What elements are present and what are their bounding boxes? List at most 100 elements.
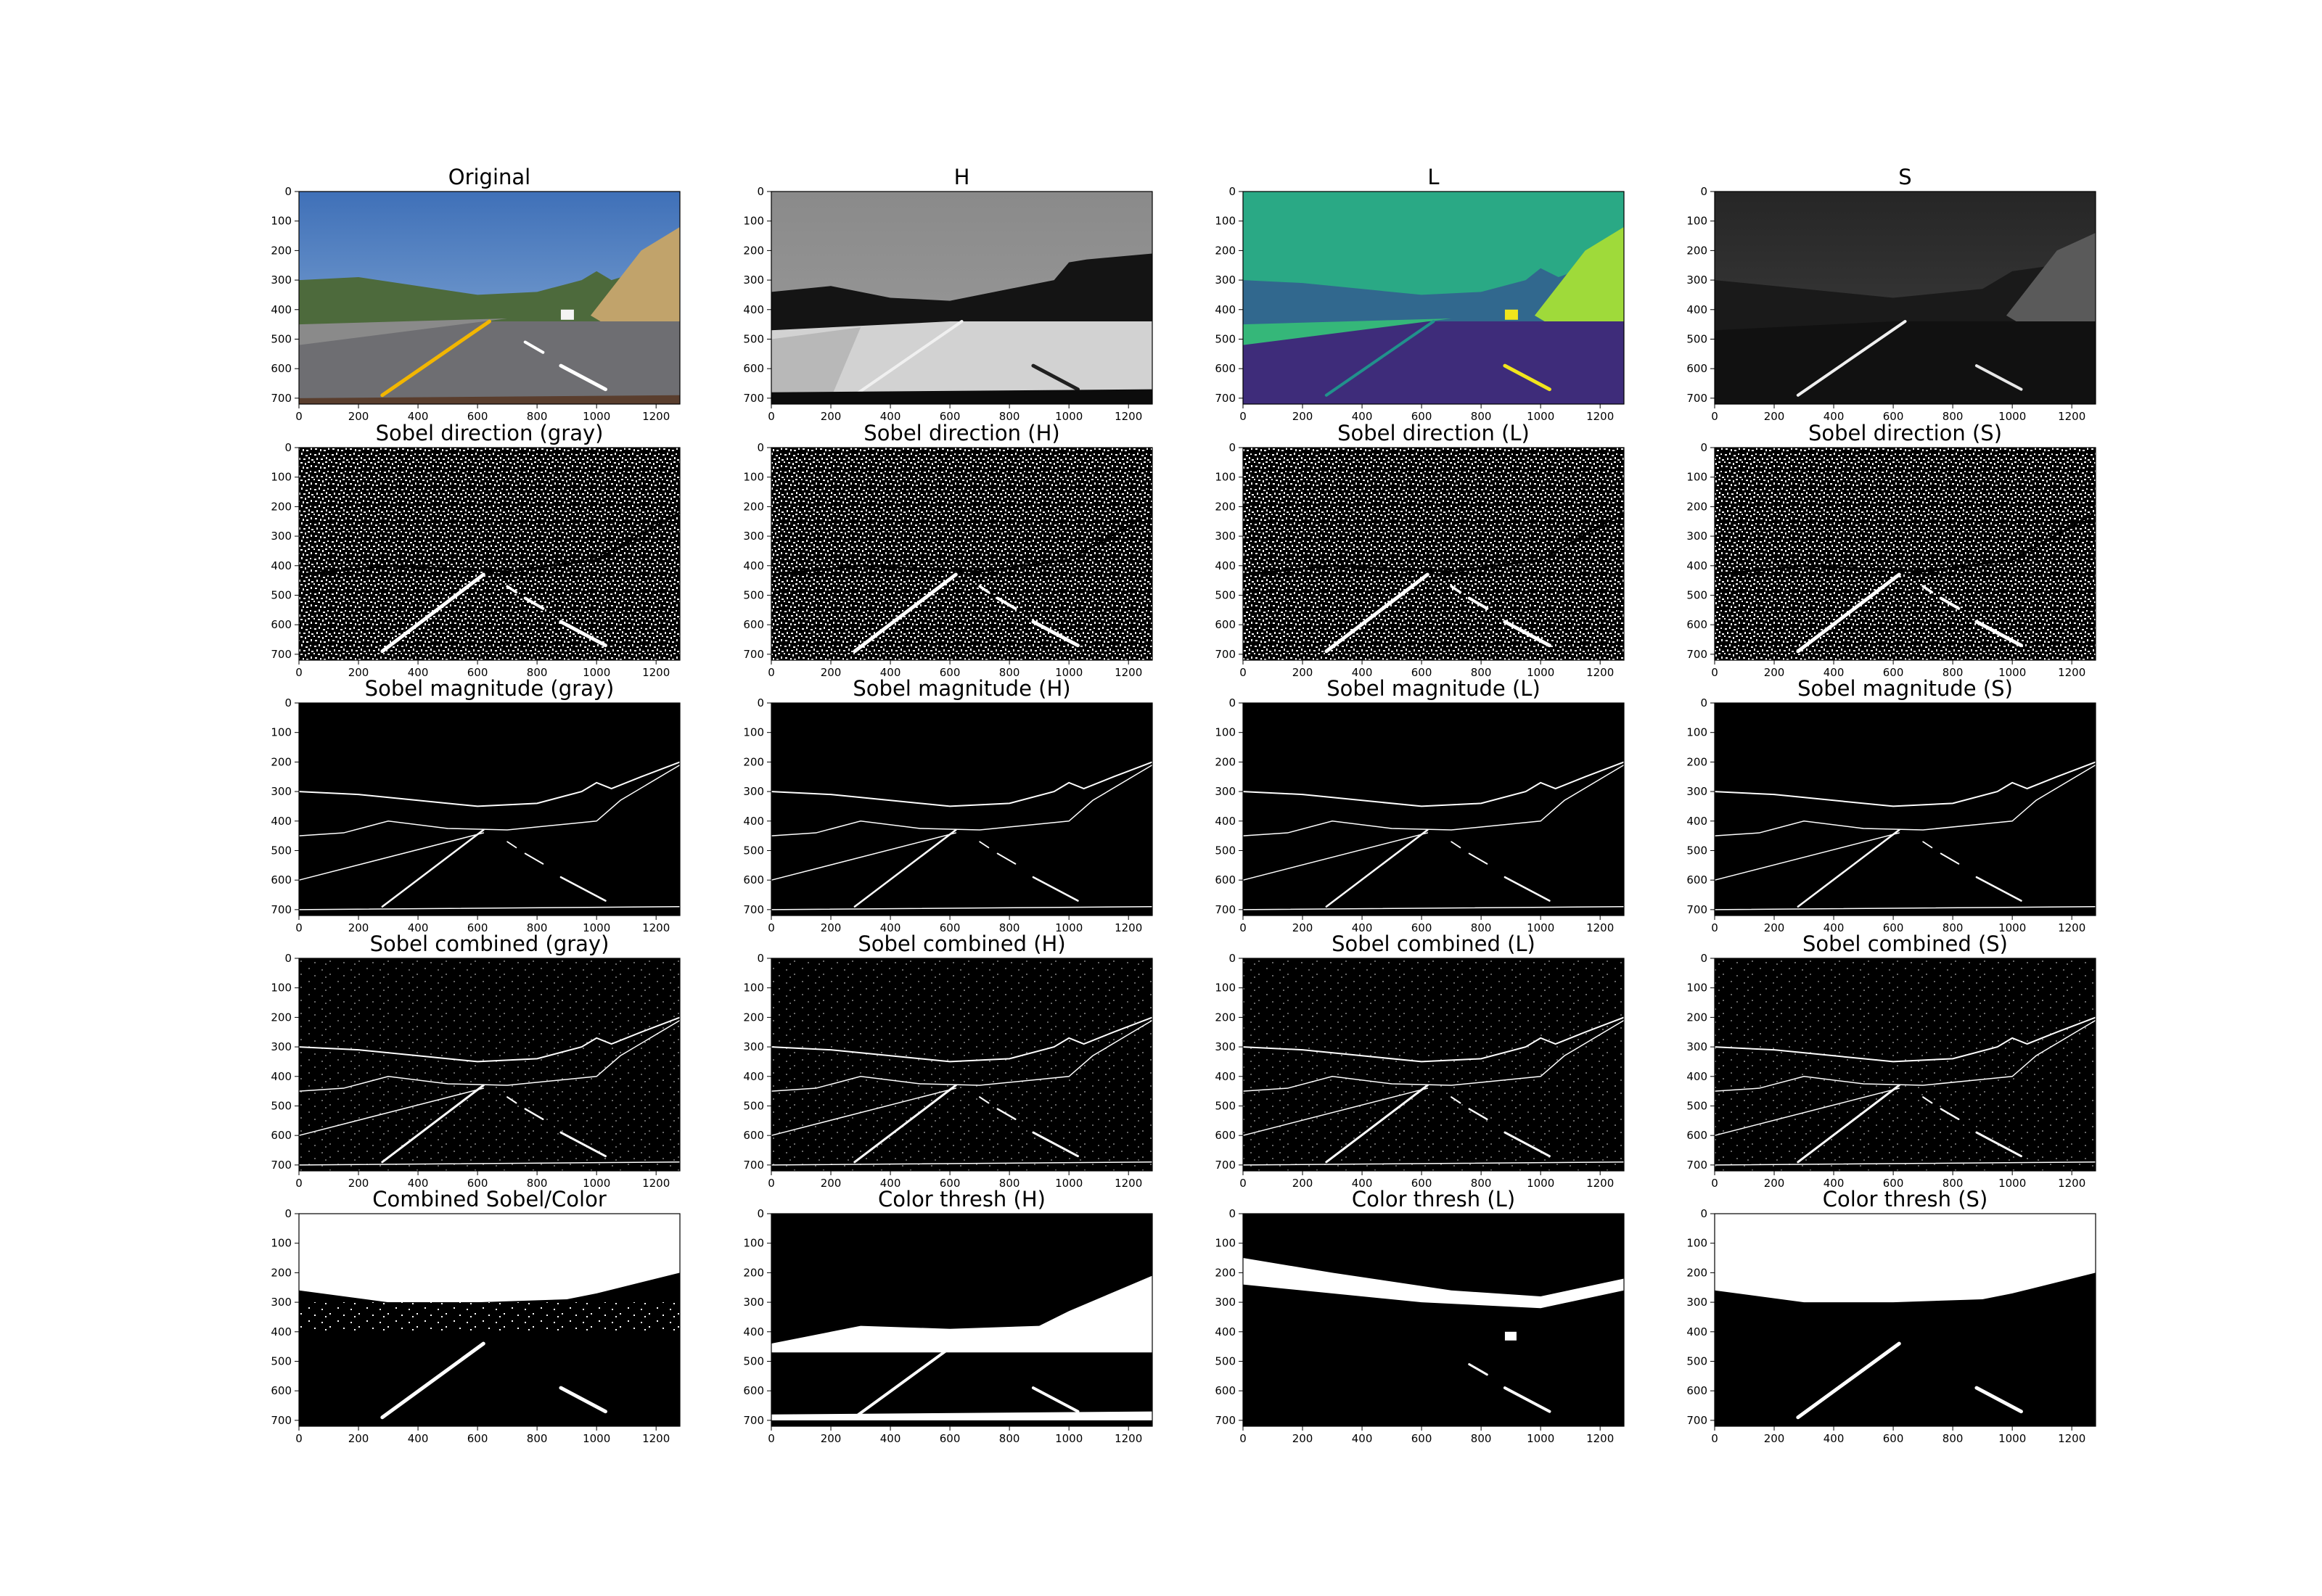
x-tick-label: 1000 bbox=[1527, 1432, 1554, 1445]
y-tick-label: 300 bbox=[1215, 785, 1236, 798]
y-tick-label: 400 bbox=[271, 815, 292, 828]
panel-direction: Sobel direction (H)0 200 400 600 800 1000 1200… bbox=[743, 421, 1153, 679]
y-tick-label: 600 bbox=[271, 362, 292, 375]
s-dash bbox=[1974, 364, 2023, 391]
y-tick-label: 500 bbox=[1215, 588, 1236, 601]
x-tick-label: 600 bbox=[1883, 666, 1904, 679]
y-tick-label: 600 bbox=[743, 1129, 764, 1142]
horizon-edge bbox=[1714, 1019, 2096, 1092]
panel-title: Original bbox=[448, 165, 530, 189]
y-tick-label: 400 bbox=[271, 1325, 292, 1338]
panel-frame bbox=[298, 1213, 681, 1427]
y-tick-label: 600 bbox=[1215, 873, 1236, 887]
y-tick-label: 700 bbox=[1215, 648, 1236, 661]
y-tick-label: 200 bbox=[1215, 500, 1236, 513]
horizon-edge bbox=[771, 764, 1153, 836]
y-tick-label: 600 bbox=[1686, 873, 1707, 887]
y-tick-label: 100 bbox=[1215, 471, 1236, 484]
x-tick-label: 400 bbox=[1823, 921, 1845, 934]
y-tick-label: 200 bbox=[271, 500, 292, 513]
x-tick-label: 200 bbox=[821, 1432, 842, 1445]
right-lane-dash bbox=[996, 852, 1017, 865]
y-tick-label: 200 bbox=[743, 244, 764, 257]
y-tick-label: 600 bbox=[1215, 1384, 1236, 1397]
x-tick-label: 800 bbox=[999, 1432, 1020, 1445]
x-tick-label: 1200 bbox=[1115, 410, 1142, 423]
panel-direction: Sobel direction (L)0 200 400 600 800 1000 1200… bbox=[1215, 421, 1625, 679]
panel-title: H bbox=[954, 165, 970, 189]
x-tick-label: 400 bbox=[1823, 410, 1845, 423]
speckle bbox=[1243, 958, 1624, 1171]
right-lane-dash bbox=[1974, 620, 2023, 648]
x-tick-label: 1200 bbox=[642, 666, 670, 679]
y-tick-label: 0 bbox=[1228, 185, 1236, 198]
ridge-edge bbox=[1714, 761, 2096, 807]
panel-frame bbox=[298, 702, 681, 916]
x-tick-label: 400 bbox=[880, 1177, 901, 1190]
right-lane-dash bbox=[524, 852, 544, 865]
barrier-edge bbox=[298, 1087, 485, 1136]
l-hills bbox=[1243, 253, 1624, 331]
panel-background bbox=[1715, 703, 2096, 916]
panel-frame bbox=[771, 1213, 1153, 1427]
y-tick-label: 400 bbox=[1215, 559, 1236, 572]
x-tick-label: 400 bbox=[408, 666, 429, 679]
left-lane-line bbox=[1796, 572, 1901, 654]
direction-horizon bbox=[298, 511, 681, 576]
x-tick-label: 600 bbox=[1883, 1432, 1904, 1445]
y-tick-label: 0 bbox=[757, 696, 764, 709]
panel-magnitude: Sobel magnitude (L)0 200 400 600 800 1000 1200… bbox=[1215, 676, 1625, 934]
x-tick-label: 1200 bbox=[2058, 1432, 2085, 1445]
y-tick-label: 400 bbox=[743, 1070, 764, 1083]
y-tick-label: 100 bbox=[743, 215, 764, 228]
ridge-edge bbox=[1714, 1016, 2096, 1063]
y-tick-label: 700 bbox=[743, 1414, 764, 1427]
y-tick-label: 300 bbox=[743, 1040, 764, 1053]
left-lane-line bbox=[1797, 828, 1900, 908]
s-hills bbox=[1715, 259, 2096, 331]
x-tick-label: 1200 bbox=[1115, 1432, 1142, 1445]
panel-frame bbox=[1242, 702, 1625, 916]
panel-direction: Sobel direction (S)0 200 400 600 800 1000 1200… bbox=[1686, 421, 2096, 679]
y-tick-label: 600 bbox=[271, 1129, 292, 1142]
x-tick-label: 600 bbox=[1411, 666, 1432, 679]
horizon-edge bbox=[1242, 764, 1625, 836]
speckle bbox=[771, 958, 1152, 1171]
hood-edge bbox=[771, 1161, 1153, 1166]
y-tick-label: 700 bbox=[743, 903, 764, 916]
y-tick-label: 100 bbox=[271, 1237, 292, 1250]
y-tick-label: 400 bbox=[1215, 303, 1236, 316]
y-tick-label: 400 bbox=[1686, 303, 1707, 316]
y-tick-label: 0 bbox=[1700, 1207, 1707, 1220]
y-tick-label: 0 bbox=[1700, 696, 1707, 709]
y-tick-label: 600 bbox=[743, 618, 764, 631]
x-tick-label: 800 bbox=[527, 921, 548, 934]
speckle bbox=[1715, 958, 2096, 1171]
y-tick-label: 700 bbox=[1215, 1159, 1236, 1172]
x-tick-label: 1000 bbox=[1998, 1177, 2026, 1190]
panel-frame bbox=[1714, 958, 2096, 1172]
y-tick-label: 0 bbox=[757, 441, 764, 454]
y-tick-label: 100 bbox=[1215, 982, 1236, 995]
hue-left-shoulder bbox=[771, 327, 861, 398]
y-tick-label: 600 bbox=[271, 873, 292, 887]
x-tick-label: 600 bbox=[467, 410, 488, 423]
y-tick-label: 600 bbox=[1686, 1384, 1707, 1397]
x-tick-label: 1000 bbox=[1055, 666, 1083, 679]
x-tick-label: 400 bbox=[1352, 1432, 1373, 1445]
y-tick-label: 500 bbox=[1686, 1099, 1707, 1112]
right-lane-dash bbox=[1503, 876, 1551, 902]
x-tick-label: 400 bbox=[1823, 1432, 1845, 1445]
y-tick-label: 600 bbox=[1686, 1129, 1707, 1142]
x-tick-label: 200 bbox=[1292, 1177, 1313, 1190]
panel-magnitude: Sobel magnitude (S)0 200 400 600 800 1000 1200… bbox=[1686, 676, 2096, 934]
x-tick-label: 800 bbox=[1942, 921, 1964, 934]
panel-direction: Sobel direction (gray)0 200 400 600 800 1000 1… bbox=[271, 421, 681, 679]
right-lane-dash bbox=[1503, 1131, 1551, 1158]
hue-dash bbox=[1031, 363, 1080, 392]
car-hood bbox=[299, 395, 680, 404]
x-tick-label: 1000 bbox=[1055, 410, 1083, 423]
right-lane-dash bbox=[1940, 1108, 1960, 1120]
x-tick-label: 1000 bbox=[1527, 921, 1554, 934]
x-tick-label: 1200 bbox=[642, 410, 670, 423]
